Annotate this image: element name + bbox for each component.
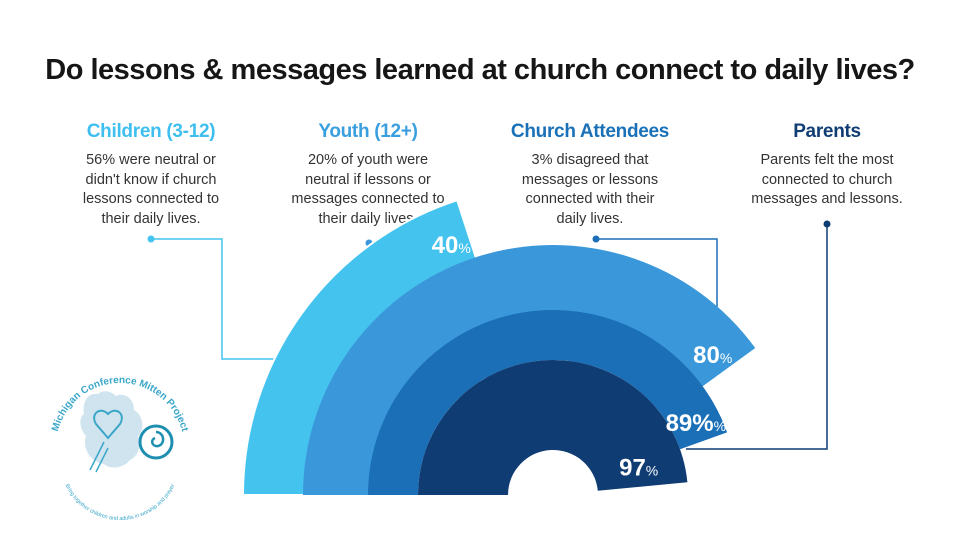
mitten-shape [80,391,143,468]
value-label: 40% [432,232,471,259]
desc-line: lessons connected to [82,191,220,207]
arcs [241,198,756,496]
value-label-unit: % [646,462,658,478]
swirl-icon [138,424,174,460]
arc-church-attendees [368,310,728,495]
value-label: 89%% [666,410,727,437]
group-children: Children (3-12) 56% were neutral or didn… [46,121,256,229]
desc-line: connected to church [761,171,893,188]
value-label-unit: % [458,240,470,256]
desc-line: didn't know if church [85,171,217,188]
desc-line: messages or lessons [521,171,659,188]
arc-youth-12 [303,244,756,495]
value-label-number: 40 [432,232,459,259]
group-title-children: Children (3-12) [86,121,216,142]
group-desc-children: 56% were neutral or didn't know if churc… [46,151,256,229]
desc-line: their daily lives. [101,210,201,227]
desc-line: their daily lives. [318,210,418,227]
value-label-unit: % [720,350,732,366]
logo-text-bottom: Bring together children and adults in wo… [64,483,177,522]
desc-line: 3% disagreed that [531,152,649,168]
value-labels: 40%80%89%%97% [432,232,733,482]
group-desc-youth: 20% of youth were neutral if lessons or … [263,151,473,229]
group-desc-attendees: 3% disagreed that messages or lessons co… [485,151,695,229]
group-attendees: Church Attendees 3% disagreed that messa… [485,121,695,229]
desc-line: 20% of youth were [307,152,429,168]
group-parents: Parents Parents felt the most connected … [722,121,932,210]
group-desc-parents: Parents felt the most connected to churc… [722,151,932,210]
group-title-parents: Parents [793,121,861,142]
heart-icon [93,409,123,440]
value-label-number: 97 [619,454,646,481]
value-label-unit: % [714,418,726,434]
desc-line: Parents felt the most [760,152,894,168]
value-label: 80% [693,342,732,369]
group-title-youth: Youth (12+) [318,121,418,142]
desc-line: daily lives. [556,210,624,227]
desc-line: 56% were neutral or [86,152,216,168]
group-title-attendees: Church Attendees [510,121,670,142]
connector-parents [686,224,828,450]
connector-children [151,238,276,360]
desc-line: messages connected to [291,191,445,207]
desc-line: neutral if lessons or [305,171,431,188]
group-youth: Youth (12+) 20% of youth were neutral if… [263,121,473,229]
logo-mitten-project: Michigan Conference Mitten Project Bring… [38,352,198,527]
value-label-number: 89% [666,410,714,437]
value-label-number: 80 [693,342,720,369]
value-label: 97% [619,454,658,481]
chart-title: Do lessons & messages learned at church … [45,54,915,86]
arc-parents [418,359,688,495]
desc-line: messages and lessons. [751,191,903,207]
ribbon-icon [89,441,109,473]
desc-line: connected with their [525,191,655,207]
